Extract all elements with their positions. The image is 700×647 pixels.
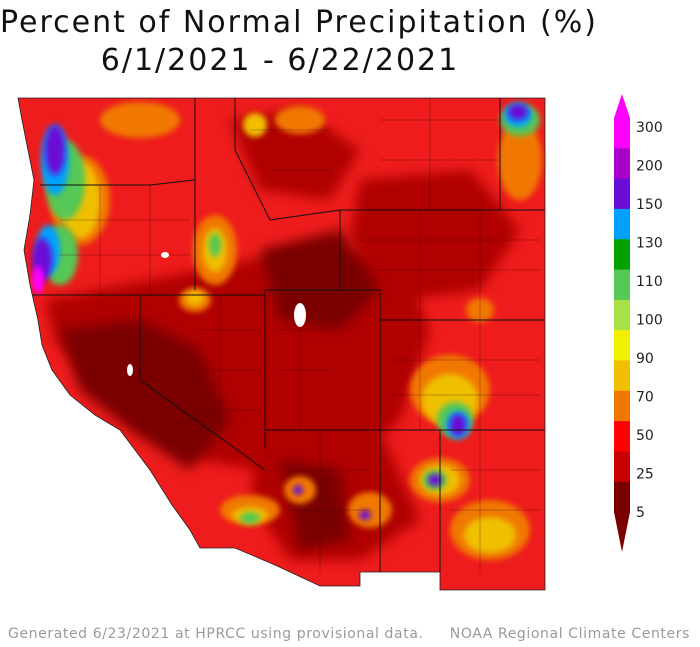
legend-label: 25: [636, 467, 654, 483]
footer-source: NOAA Regional Climate Centers: [449, 626, 690, 642]
legend-arrow-top: [614, 94, 630, 118]
map-title: Percent of Normal Precipitation (%) 6/1/…: [0, 4, 598, 80]
legend-swatch: [614, 208, 630, 240]
legend-label: 300: [636, 120, 663, 136]
legend-label: 90: [636, 351, 654, 367]
precipitation-field: [18, 98, 545, 590]
legend-swatch: [614, 148, 630, 180]
legend-swatch: [614, 360, 630, 392]
legend-label: 150: [636, 197, 663, 213]
legend-swatch: [614, 390, 630, 422]
legend-label: 70: [636, 390, 654, 406]
title-text: Percent of Normal Precipitation (%): [0, 5, 598, 40]
legend-swatch: [614, 178, 630, 210]
date-range: 6/1/2021 - 6/22/2021: [100, 43, 460, 78]
legend-label: 200: [636, 159, 663, 175]
legend-swatch: [614, 330, 630, 361]
legend-swatch: [614, 451, 630, 483]
legend-swatch: [614, 481, 630, 513]
legend-label: 5: [636, 505, 645, 521]
legend-labels: 300 200 150 130 110 100 90 70 50 25 5: [636, 120, 663, 521]
legend-label: 50: [636, 428, 654, 444]
legend-swatch: [614, 269, 630, 301]
legend-swatch: [614, 421, 630, 452]
legend-color-bar: [614, 94, 630, 552]
legend-swatch: [614, 299, 630, 331]
legend-swatch: [614, 239, 630, 271]
legend-label: 100: [636, 313, 663, 329]
legend-arrow-bottom: [614, 512, 630, 552]
legend-swatch: [614, 118, 630, 149]
footer-credit: Generated 6/23/2021 at HPRCC using provi…: [8, 626, 424, 642]
legend-label: 130: [636, 236, 663, 252]
legend-label: 110: [636, 274, 663, 290]
